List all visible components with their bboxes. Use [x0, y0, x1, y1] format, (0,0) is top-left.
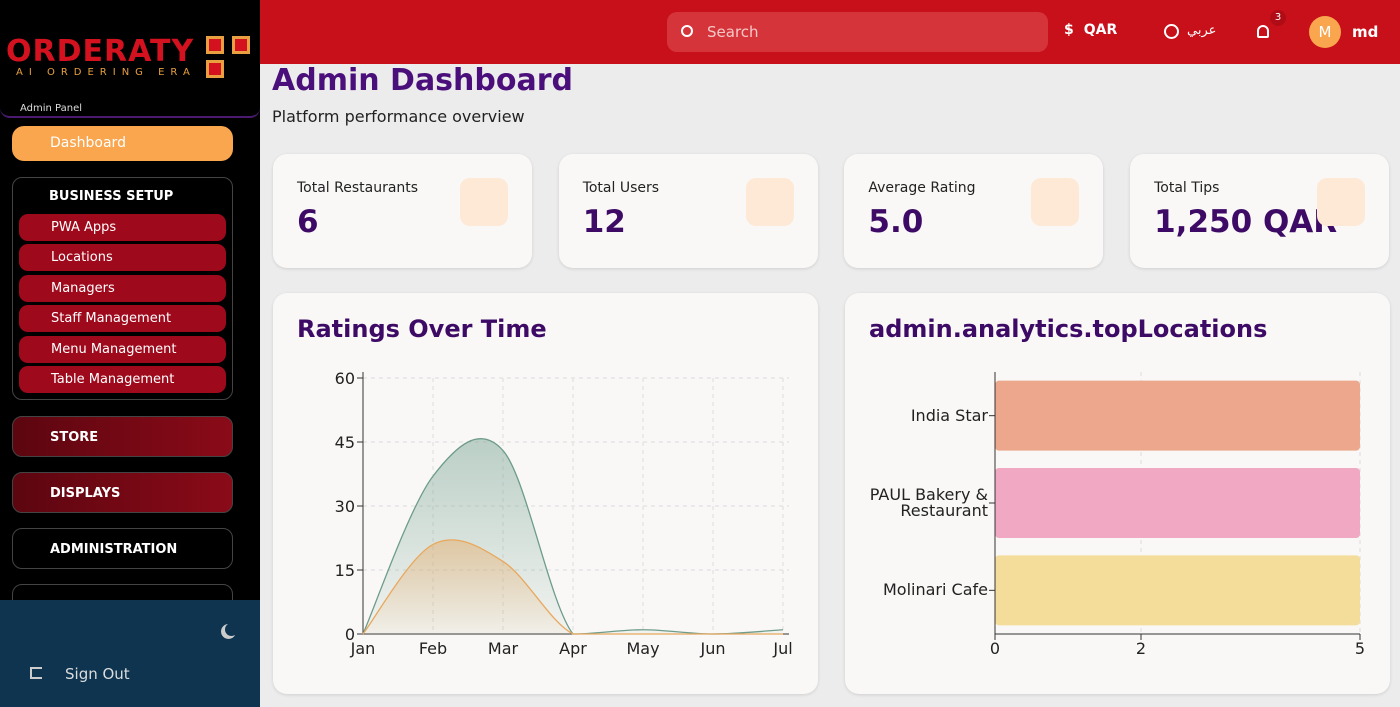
stat-icon — [745, 178, 794, 226]
stat-card: Total Tips 1,250 QAR — [1130, 154, 1390, 268]
nav-dashboard[interactable]: Dashboard — [12, 126, 233, 161]
y-tick-label: India Star — [910, 405, 988, 425]
x-tick-label: Apr — [559, 639, 587, 658]
stat-card: Total Users 12 — [558, 154, 818, 268]
nav-item[interactable]: Menu Management — [19, 335, 226, 363]
signout-icon — [30, 667, 42, 679]
x-tick-label: Jun — [700, 639, 726, 658]
header: Search $ QAR عربي 3 M md — [260, 0, 1400, 64]
x-tick-label: 0 — [990, 639, 1000, 658]
nav-administration[interactable]: ADMINISTRATION — [12, 528, 233, 569]
stat-value: 1,250 QAR — [1154, 204, 1338, 240]
bar — [995, 555, 1360, 626]
bar — [995, 380, 1360, 451]
stat-icon — [460, 178, 508, 226]
bar — [995, 468, 1360, 538]
x-tick-label: May — [626, 639, 659, 658]
stat-label: Total Users — [582, 180, 660, 196]
search[interactable]: Search — [667, 12, 1048, 52]
stat-label: Total Tips — [1154, 180, 1220, 196]
nav-item[interactable]: Locations — [19, 244, 226, 272]
y-tick-label: 30 — [335, 497, 355, 516]
currency[interactable]: $ QAR — [1064, 22, 1118, 38]
nav-displays[interactable]: DISPLAYS — [12, 472, 233, 513]
sign-out[interactable]: Sign Out — [65, 665, 130, 683]
chart-title: Ratings Over Time — [297, 315, 547, 343]
y-tick-label: 15 — [335, 561, 355, 580]
currency-code: QAR — [1083, 22, 1118, 38]
y-tick-label: Molinari Cafe — [883, 580, 988, 600]
panel-label: Admin Panel — [20, 103, 83, 114]
stat-label: Total Restaurants — [297, 180, 419, 196]
chart-title: admin.analytics.topLocations — [869, 315, 1268, 343]
nav-item[interactable]: PWA Apps — [19, 214, 226, 241]
stat-value: 12 — [582, 204, 626, 240]
username: md — [1352, 23, 1379, 41]
y-tick-label: 60 — [335, 369, 355, 388]
group-title: BUSINESS SETUP — [49, 189, 174, 204]
nav-item[interactable]: Table Management — [19, 366, 226, 393]
x-tick-label: 5 — [1355, 639, 1365, 658]
area — [363, 539, 783, 634]
nav-item[interactable]: Staff Management — [19, 305, 226, 333]
x-tick-label: Jan — [350, 639, 376, 658]
stat-label: Average Rating — [868, 180, 976, 196]
sidebar: ORDERATY AI ORDERING ERA Admin Panel Das… — [0, 0, 260, 707]
bell[interactable] — [1257, 25, 1269, 38]
y-tick-label: 45 — [335, 433, 355, 452]
stat-icon — [1031, 178, 1080, 226]
language[interactable]: عربي — [1187, 23, 1217, 38]
y-tick-label: PAUL Bakery & Restaurant — [869, 485, 988, 520]
stat-card: Average Rating 5.0 — [844, 154, 1104, 268]
x-tick-label: Mar — [488, 639, 519, 658]
line — [362, 539, 783, 635]
nav-item[interactable]: Managers — [19, 274, 226, 302]
stat-value: 5.0 — [868, 204, 924, 240]
logo: ORDERATY — [6, 34, 195, 69]
stat-card: Total Restaurants 6 — [273, 154, 532, 268]
avatar[interactable]: M — [1309, 16, 1341, 48]
logo-icon — [206, 36, 252, 78]
y-tick-label: 0 — [345, 625, 355, 644]
tagline: AI ORDERING ERA — [16, 67, 196, 78]
x-tick-label: Feb — [419, 639, 447, 658]
nav-store[interactable]: STORE — [12, 416, 233, 457]
sidebar-footer: Sign Out — [0, 600, 260, 707]
x-tick-label: Jul — [772, 639, 792, 658]
stat-value: 6 — [297, 204, 319, 240]
x-tick-label: 2 — [1136, 639, 1146, 658]
page-subtitle: Platform performance overview — [272, 107, 525, 126]
notification-count: 3 — [1270, 10, 1286, 26]
stat-icon — [1317, 178, 1366, 226]
page-title: Admin Dashboard — [272, 63, 573, 98]
business-setup — [12, 177, 233, 400]
